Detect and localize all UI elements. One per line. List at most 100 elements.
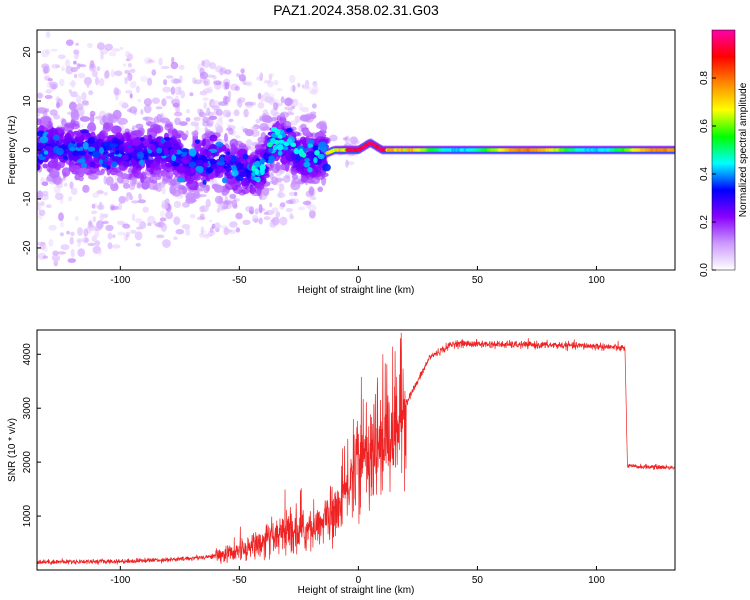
spectrogram-cell — [283, 106, 293, 111]
spectrogram-cell — [104, 122, 110, 130]
snr-series-line — [37, 332, 675, 565]
spectrogram-cell — [222, 109, 232, 118]
spectrogram-cell — [240, 126, 245, 131]
spectrogram-cell — [219, 156, 225, 163]
spectrogram-cell — [81, 92, 87, 101]
spectrogram-cell — [135, 218, 143, 224]
spectrogram-cell — [276, 115, 281, 122]
spectrogram-cell — [304, 79, 310, 88]
spectrogram-cell — [120, 173, 129, 180]
spectrogram-cell — [147, 77, 153, 86]
spectrogram-cell — [139, 137, 145, 142]
spectrogram-y-label: Frequency (Hz) — [7, 116, 18, 185]
spectrogram-cell — [117, 231, 126, 236]
spectrogram-cell — [136, 226, 143, 230]
spectrogram-cell — [207, 111, 215, 116]
spectrogram-cell — [94, 141, 100, 146]
spectrogram-cell — [118, 195, 126, 204]
spectrogram-cell — [257, 101, 265, 109]
spectrogram-cell — [194, 139, 200, 144]
spectrogram-cell — [250, 101, 257, 106]
spectrogram-cell — [307, 204, 317, 212]
spectrogram-cell — [75, 95, 82, 104]
spectrogram-cell — [103, 136, 109, 143]
spectrogram-cell — [125, 234, 129, 241]
spectrogram-cell — [129, 106, 138, 114]
spectrogram-cell — [98, 78, 105, 87]
spectrogram-cell — [345, 159, 349, 168]
spectrogram-cell — [128, 194, 134, 201]
spectrogram-cell — [672, 148, 675, 152]
colorbar-label: Normalized spectral amplitude — [738, 82, 749, 217]
spectrogram-cell — [118, 202, 123, 211]
spectrogram-cell — [67, 258, 77, 263]
spectrogram-cell — [314, 150, 320, 156]
spectrogram-cell — [74, 215, 79, 222]
spectrogram-cell — [280, 96, 285, 104]
spectrogram-cell — [242, 77, 247, 86]
spectrogram-cell — [231, 169, 239, 177]
spectrogram-cell — [97, 250, 103, 256]
spectrogram-cell — [153, 221, 158, 226]
spectrogram-cell — [203, 80, 208, 85]
spectrogram-cell — [263, 152, 269, 161]
spectrogram-cell — [68, 196, 73, 202]
spectrogram-cell — [225, 111, 231, 118]
spectrogram-cell — [69, 101, 77, 111]
spectrogram-cell — [307, 139, 315, 145]
spectrogram-cell — [160, 65, 170, 70]
spectrogram-cell — [102, 115, 107, 123]
spectrogram-cell — [289, 212, 293, 219]
spectrogram-cell — [138, 159, 145, 166]
spectrogram-cell — [212, 75, 217, 80]
spectrogram-cell — [207, 74, 215, 78]
spectrogram-cell — [175, 228, 185, 235]
spectrogram-cell — [224, 132, 228, 143]
spectrogram-cell — [302, 86, 312, 90]
spectrogram-cell — [49, 109, 58, 116]
spectrogram-cell — [268, 148, 273, 153]
spectrogram-cell — [57, 251, 66, 255]
spectrogram-cell — [171, 162, 180, 167]
spectrogram-cell — [170, 78, 180, 84]
spectrogram-cell — [39, 116, 49, 126]
spectrogram-cell — [189, 92, 194, 97]
spectrogram-cell — [52, 250, 59, 256]
spectrogram-cell — [162, 86, 172, 93]
spectrogram-cell — [111, 156, 121, 162]
spectrogram-cell — [149, 174, 154, 184]
spectrogram-cell — [156, 113, 163, 123]
spectrogram-cell — [123, 141, 134, 147]
spectrogram-cell — [51, 254, 61, 261]
spectrogram-cell — [199, 213, 205, 220]
spectrogram-cell — [200, 226, 204, 235]
spectrogram-cell — [125, 231, 130, 238]
spectrogram-cell — [199, 71, 209, 80]
spectrogram-cell — [105, 176, 114, 186]
spectrogram-cell — [263, 211, 269, 215]
spectrogram-cell — [170, 96, 175, 104]
spectrogram-cell — [37, 92, 43, 99]
spectrogram-cell — [232, 185, 243, 194]
spectrogram-cell — [202, 59, 211, 68]
spectrogram-cell — [138, 199, 146, 204]
spectrogram-cell — [227, 124, 231, 129]
spectrogram-cell — [112, 234, 116, 239]
colorbar-ticks: 0.0 0.2 0.4 0.6 0.8 — [699, 71, 716, 277]
spectrogram-cell — [52, 134, 60, 141]
spectrogram-cell — [205, 129, 211, 134]
colorbar-tick-label: 0.8 — [699, 71, 710, 85]
x-tick-label: 100 — [588, 575, 605, 586]
spectrogram-cell — [148, 58, 154, 63]
spectrogram-cell — [47, 78, 53, 82]
spectrogram-cell — [190, 121, 199, 127]
spectrogram-cell — [300, 171, 310, 176]
spectrogram-cell — [68, 81, 77, 87]
spectrogram-cell — [77, 72, 86, 79]
spectrogram-cell — [208, 219, 213, 223]
spectrogram-cell — [131, 200, 140, 204]
spectrogram-cell — [131, 138, 141, 147]
spectrogram-cell — [317, 186, 324, 193]
spectrogram-cell — [191, 130, 199, 137]
